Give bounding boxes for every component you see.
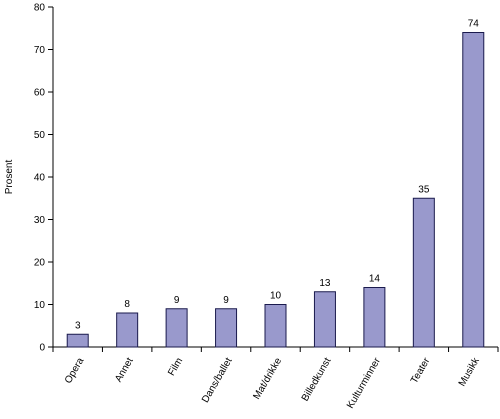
data-label: 14: [369, 274, 381, 285]
bar-dans-ballet: [215, 308, 238, 348]
category-labels: Opera Annet Film Dans/ballet Mat/drikke Bille…: [63, 355, 482, 410]
data-label: 35: [418, 184, 430, 195]
bar-film: [165, 308, 188, 348]
data-label: 74: [468, 19, 480, 30]
data-label: 9: [223, 295, 229, 306]
category-label: Annet: [113, 356, 136, 384]
bars: [66, 32, 485, 348]
category-label: Billedkunst: [300, 356, 334, 404]
y-tick-label: 0: [39, 343, 45, 354]
y-axis: 0 10 20 30 40 50 60 70 80: [34, 3, 54, 354]
data-label: 13: [319, 278, 331, 289]
data-label: 8: [124, 299, 130, 310]
y-tick-label: 20: [34, 258, 46, 269]
bar-mat-drikke: [264, 304, 287, 348]
data-labels: 3 8 9 9 10 13 14 35 74: [75, 19, 479, 332]
x-axis: [52, 346, 499, 352]
category-label: Film: [166, 356, 185, 378]
y-tick-label: 50: [34, 130, 46, 141]
category-label: Musikk: [457, 355, 483, 388]
y-tick-label: 80: [34, 3, 46, 14]
bar-musikk: [462, 32, 485, 348]
y-tick-label: 30: [34, 215, 46, 226]
bar-billedkunst: [313, 291, 336, 348]
bar-kulturminner: [363, 287, 386, 348]
y-tick-label: 60: [34, 88, 46, 99]
bar-annet: [116, 312, 139, 348]
category-label: Mat/drikke: [252, 356, 285, 402]
data-label: 3: [75, 320, 81, 331]
category-label: Teater: [409, 355, 433, 385]
bar-opera: [66, 333, 89, 348]
y-axis-title: Prosent: [4, 160, 15, 195]
category-label: Kulturminner: [345, 355, 383, 410]
category-label: Opera: [63, 356, 87, 386]
category-label: Dans/ballet: [200, 356, 235, 405]
y-tick-label: 70: [34, 45, 46, 56]
y-tick-label: 40: [34, 173, 46, 184]
bar-teater: [412, 197, 435, 348]
data-label: 10: [270, 291, 282, 302]
y-tick-label: 10: [34, 300, 46, 311]
data-label: 9: [174, 295, 180, 306]
